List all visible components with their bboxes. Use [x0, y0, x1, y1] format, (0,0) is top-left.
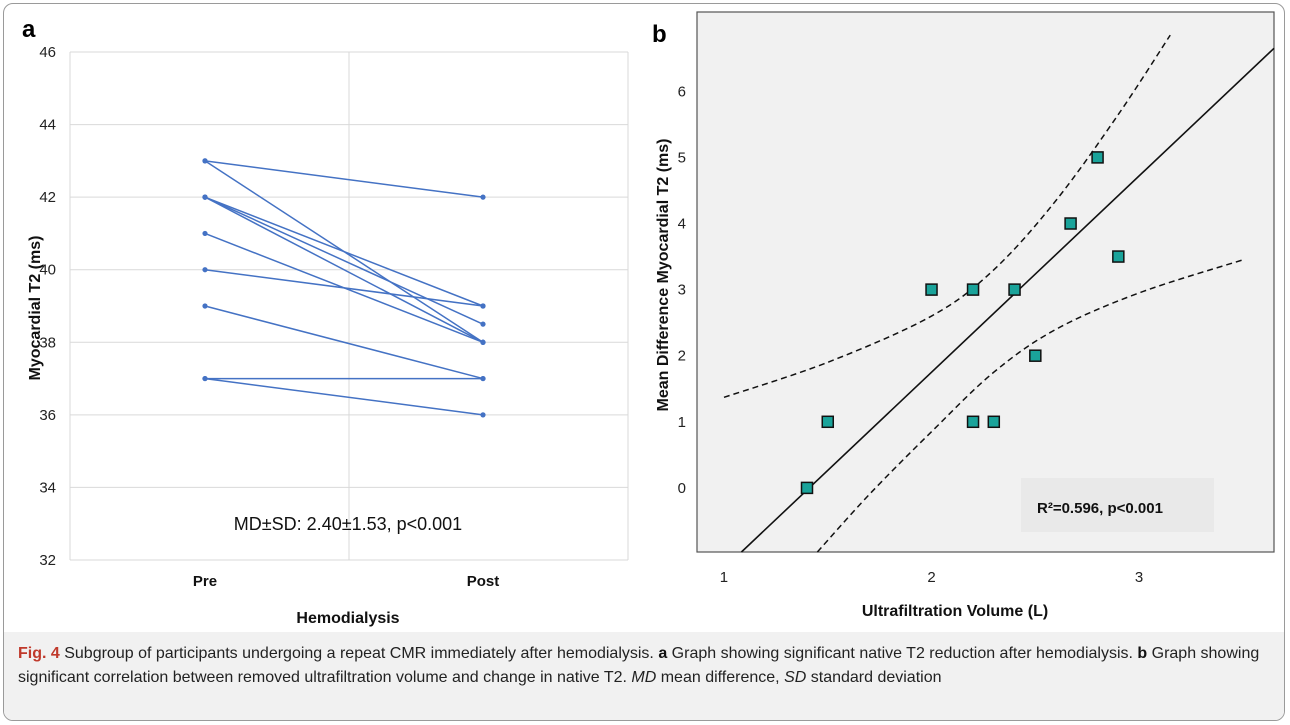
- panel-a-series-line: [204, 160, 484, 198]
- panel-b-y-ticks: 0 1 2 3 4 5 6: [678, 83, 686, 497]
- caption-md-text: mean difference,: [656, 669, 785, 686]
- panel-b-y-tick-label: 5: [678, 149, 686, 166]
- panel-a-y-tick-label: 32: [39, 552, 56, 569]
- caption-md-abbrev: MD: [631, 669, 657, 686]
- panel-b-points: [800, 151, 1125, 495]
- panel-b-fit-line: [740, 47, 1275, 553]
- panel-a-point: [480, 375, 486, 382]
- figure-caption: Fig. 4 Subgroup of participants undergoi…: [4, 632, 1284, 720]
- panel-b-y-tick-label: 2: [678, 348, 686, 365]
- panel-a-series: [202, 158, 486, 418]
- panel-b-point: [925, 283, 938, 296]
- panel-a-y-ticks: 32 34 36 38 40 42 44 46: [39, 44, 56, 569]
- caption-text-3: Graph showing significant correlation be…: [18, 645, 1260, 686]
- panel-a-point: [202, 303, 208, 309]
- panel-b-point: [1029, 349, 1042, 362]
- panel-b-point: [821, 415, 835, 429]
- panel-b-ci-upper: [723, 34, 1171, 399]
- panel-a-series-line: [204, 268, 484, 307]
- panel-a-y-tick-label: 38: [39, 334, 56, 351]
- panel-a-y-axis-title: Myocardial T2 (ms): [27, 236, 44, 381]
- caption-b-label: b: [1137, 645, 1148, 662]
- panel-b-annotation-box: [1021, 478, 1214, 532]
- figure-frame: [3, 3, 1285, 721]
- panel-a-series-line: [204, 196, 484, 343]
- panel-b-point: [800, 481, 814, 495]
- panel-a-letter: a: [22, 16, 36, 43]
- panel-a-point: [202, 267, 208, 273]
- panel-a-y-tick-label: 36: [39, 407, 56, 424]
- panel-b-point: [1091, 151, 1104, 164]
- panel-b-y-tick-label: 3: [678, 282, 686, 299]
- panel-a-point: [480, 339, 486, 345]
- panel-a-y-tick-label: 34: [39, 479, 56, 496]
- panel-b-point: [1008, 283, 1021, 296]
- panel-b-y-tick-label: 6: [678, 83, 686, 100]
- caption-text: Fig. 4 Subgroup of participants undergoi…: [18, 642, 1273, 690]
- panel-a-point: [202, 375, 208, 382]
- caption-sd-abbrev: SD: [784, 669, 807, 686]
- panel-b-point: [966, 283, 980, 296]
- panel-a-y-tick-label: 46: [39, 44, 56, 61]
- panel-a-point: [202, 230, 208, 237]
- panel-a-x-ticks: Pre Post: [193, 573, 499, 590]
- panel-b-x-axis-title: Ultrafiltration Volume (L): [862, 603, 1048, 620]
- caption-sd-text: standard deviation: [806, 669, 942, 686]
- panel-b-annotation: R²=0.596, p<0.001: [1037, 500, 1163, 517]
- caption-fig-label: Fig. 4: [18, 645, 60, 662]
- panel-b-point: [987, 415, 1001, 429]
- panel-b-point: [1064, 217, 1077, 230]
- caption-a-label: a: [658, 645, 668, 662]
- panel-a-point: [480, 194, 486, 200]
- panel-a-point: [202, 158, 208, 164]
- panel-b-y-axis-title: Mean Difference Myocardial T2 (ms): [655, 139, 672, 412]
- panel-a-y-tick-label: 44: [39, 117, 56, 134]
- panel-a-x-tick-label: Pre: [193, 573, 217, 590]
- panel-b-x-tick-label: 1: [720, 569, 728, 586]
- panel-a-x-axis-title: Hemodialysis: [296, 610, 399, 627]
- panel-a-y-tick-label: 42: [39, 189, 56, 206]
- panel-b-x-tick-label: 2: [927, 569, 935, 586]
- panel-b-ci-lower: [816, 259, 1244, 553]
- panel-b-y-tick-label: 1: [678, 414, 686, 431]
- panel-a-point: [202, 194, 208, 200]
- panel-a-point: [480, 412, 486, 418]
- panel-b-chart: b 0 1 2 3 4 5 6 1 2 3 Mean Difference Myocardial…: [652, 11, 1275, 620]
- panel-a-series-line: [204, 305, 484, 380]
- panel-a-point: [480, 303, 486, 309]
- caption-text-2: Graph showing significant native T2 redu…: [667, 645, 1138, 662]
- panel-a-grid: [69, 51, 629, 561]
- panel-a-annotation: MD±SD: 2.40±1.53, p<0.001: [234, 514, 462, 534]
- panel-a-x-tick-label: Post: [467, 573, 500, 590]
- panel-b-y-tick-label: 4: [678, 216, 686, 233]
- panel-a-y-tick-label: 40: [39, 262, 56, 279]
- panel-a-series-line: [204, 196, 484, 325]
- panel-b-fit-line-group: [740, 47, 1275, 553]
- panel-b-confidence-bands: [723, 34, 1244, 553]
- panel-a-series-line: [204, 377, 484, 416]
- panel-b-y-tick-label: 0: [678, 480, 686, 497]
- panel-a-point: [480, 321, 486, 327]
- caption-text-1: Subgroup of participants undergoing a re…: [59, 645, 659, 662]
- panel-b-plot-area: [696, 11, 1275, 553]
- panel-a-series-line: [204, 196, 484, 307]
- panel-b-x-tick-label: 3: [1135, 569, 1143, 586]
- panel-b-x-ticks: 1 2 3: [720, 569, 1143, 586]
- panel-b-point: [1112, 250, 1125, 263]
- panel-a-chart: a 32 34 36 38 40 42 44 46 Pre Post Myocardial T2…: [22, 16, 629, 627]
- panel-b-letter: b: [652, 21, 667, 48]
- panel-b-point: [966, 415, 980, 429]
